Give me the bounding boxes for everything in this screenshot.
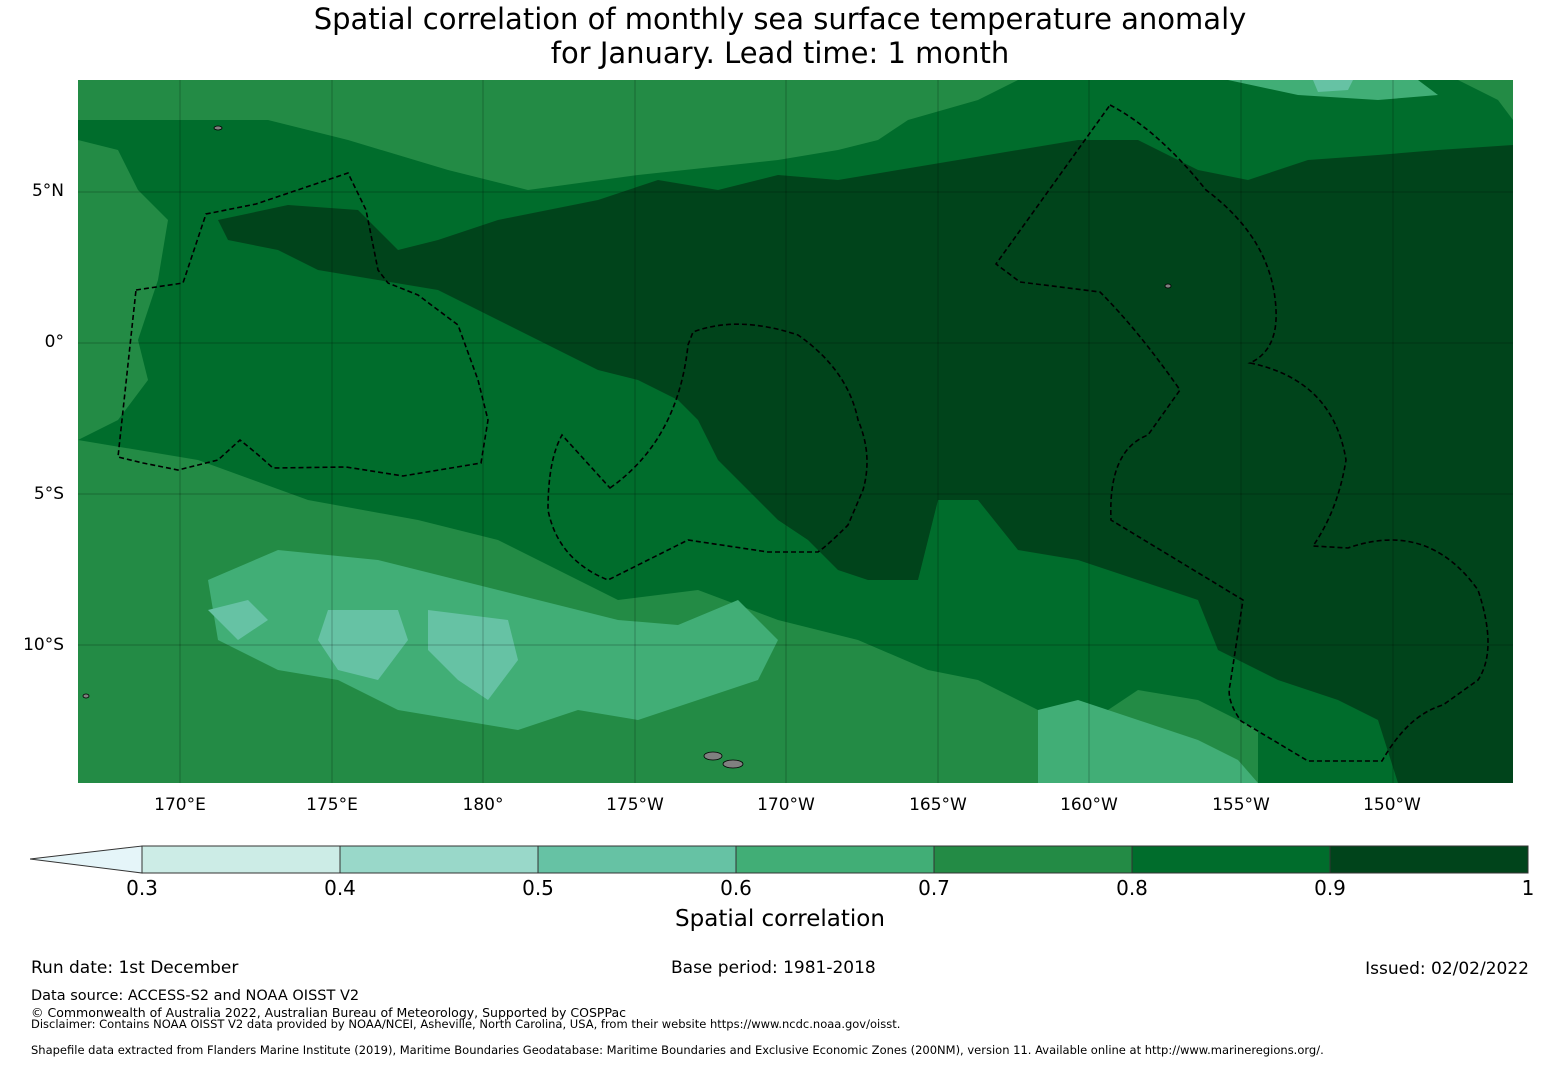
eez-boundary-kiribati-line: [994, 103, 1489, 762]
disclaimer: Disclaimer: Contains NOAA OISST V2 data …: [31, 1017, 901, 1031]
island-kiritimati: [1164, 283, 1172, 289]
island-samoa-west: [703, 751, 723, 761]
field-0.7-0.8-west: [78, 80, 1018, 190]
colorbar-tick-0.3: 0.3: [126, 876, 158, 900]
island-samoa-east: [722, 759, 744, 769]
island-marshall: [213, 125, 223, 131]
field-0.5-0.6-northeast: [1313, 80, 1353, 92]
colorbar-tick-0.5: 0.5: [522, 876, 554, 900]
lon-label-150w: 150°W: [1363, 795, 1421, 815]
eez-boundaries: [117, 103, 1489, 762]
colorbar-tick-0.4: 0.4: [324, 876, 356, 900]
lat-label-0: 0°: [44, 332, 64, 352]
colorbar-tick-0.6: 0.6: [720, 876, 752, 900]
lon-label-170e: 170°E: [154, 795, 206, 815]
correlation-map: [78, 80, 1513, 783]
colorbar-bin-0.4-0.5: [339, 845, 539, 874]
islands: [82, 125, 1172, 769]
eez-boundary-tokelau: [547, 323, 868, 581]
field-0.7-0.8-northeast: [1198, 80, 1513, 120]
chart-title: Spatial correlation of monthly sea surfa…: [0, 2, 1560, 70]
graticule: [78, 80, 1513, 783]
lon-label-175e: 175°E: [306, 795, 358, 815]
issued-date: Issued: 02/02/2022: [1365, 959, 1529, 979]
colorbar-extend-arrow: [30, 845, 143, 874]
colorbar-bin-0.5-0.6: [537, 845, 737, 874]
lon-label-155w: 155°W: [1212, 795, 1270, 815]
colorbar-bin-0.7-0.8: [933, 845, 1133, 874]
colorbar-bin-0.9-1: [1329, 845, 1529, 874]
colorbar-label: Spatial correlation: [675, 906, 885, 932]
field-0.5-0.6-south: [208, 600, 518, 700]
lat-label-5n: 5°N: [31, 181, 64, 201]
lon-label-180: 180°: [462, 795, 504, 815]
copyright: © Commonwealth of Australia 2022, Austra…: [31, 1005, 626, 1020]
shapefile-credit: Shapefile data extracted from Flanders M…: [31, 1043, 1324, 1057]
colorbar-tick-0.8: 0.8: [1116, 876, 1148, 900]
lon-label-160w: 160°W: [1060, 795, 1118, 815]
colorbar-bin-0.3-0.4: [141, 845, 341, 874]
colorbar-tick-1: 1: [1521, 876, 1535, 900]
field-0.6-0.7-south: [208, 550, 1258, 783]
colorbar-bin-0.8-0.9: [1131, 845, 1331, 874]
data-source: Data source: ACCESS-S2 and NOAA OISST V2: [31, 988, 360, 1004]
colorbar-bin-0.6-0.7: [735, 845, 935, 874]
island-tuvalu: [82, 693, 90, 699]
run-date: Run date: 1st December: [31, 958, 239, 978]
lat-label-5s: 5°S: [33, 484, 64, 504]
colorbar-tick-0.9: 0.9: [1314, 876, 1346, 900]
map-canvas: [78, 80, 1513, 783]
colorbar-tick-0.7: 0.7: [918, 876, 950, 900]
lon-label-175w: 175°W: [606, 795, 664, 815]
lon-label-165w: 165°W: [909, 795, 967, 815]
title-line-1: Spatial correlation of monthly sea surfa…: [313, 2, 1247, 36]
eez-boundary-kiribati-gilbert: [117, 172, 489, 477]
field-0.9-1-equatorial: [218, 140, 1513, 783]
lon-label-170w: 170°W: [757, 795, 815, 815]
lat-label-10s: 10°S: [23, 635, 64, 655]
colorbar: [30, 845, 1529, 874]
title-line-2: for January. Lead time: 1 month: [550, 36, 1010, 70]
base-period: Base period: 1981-2018: [671, 958, 876, 978]
